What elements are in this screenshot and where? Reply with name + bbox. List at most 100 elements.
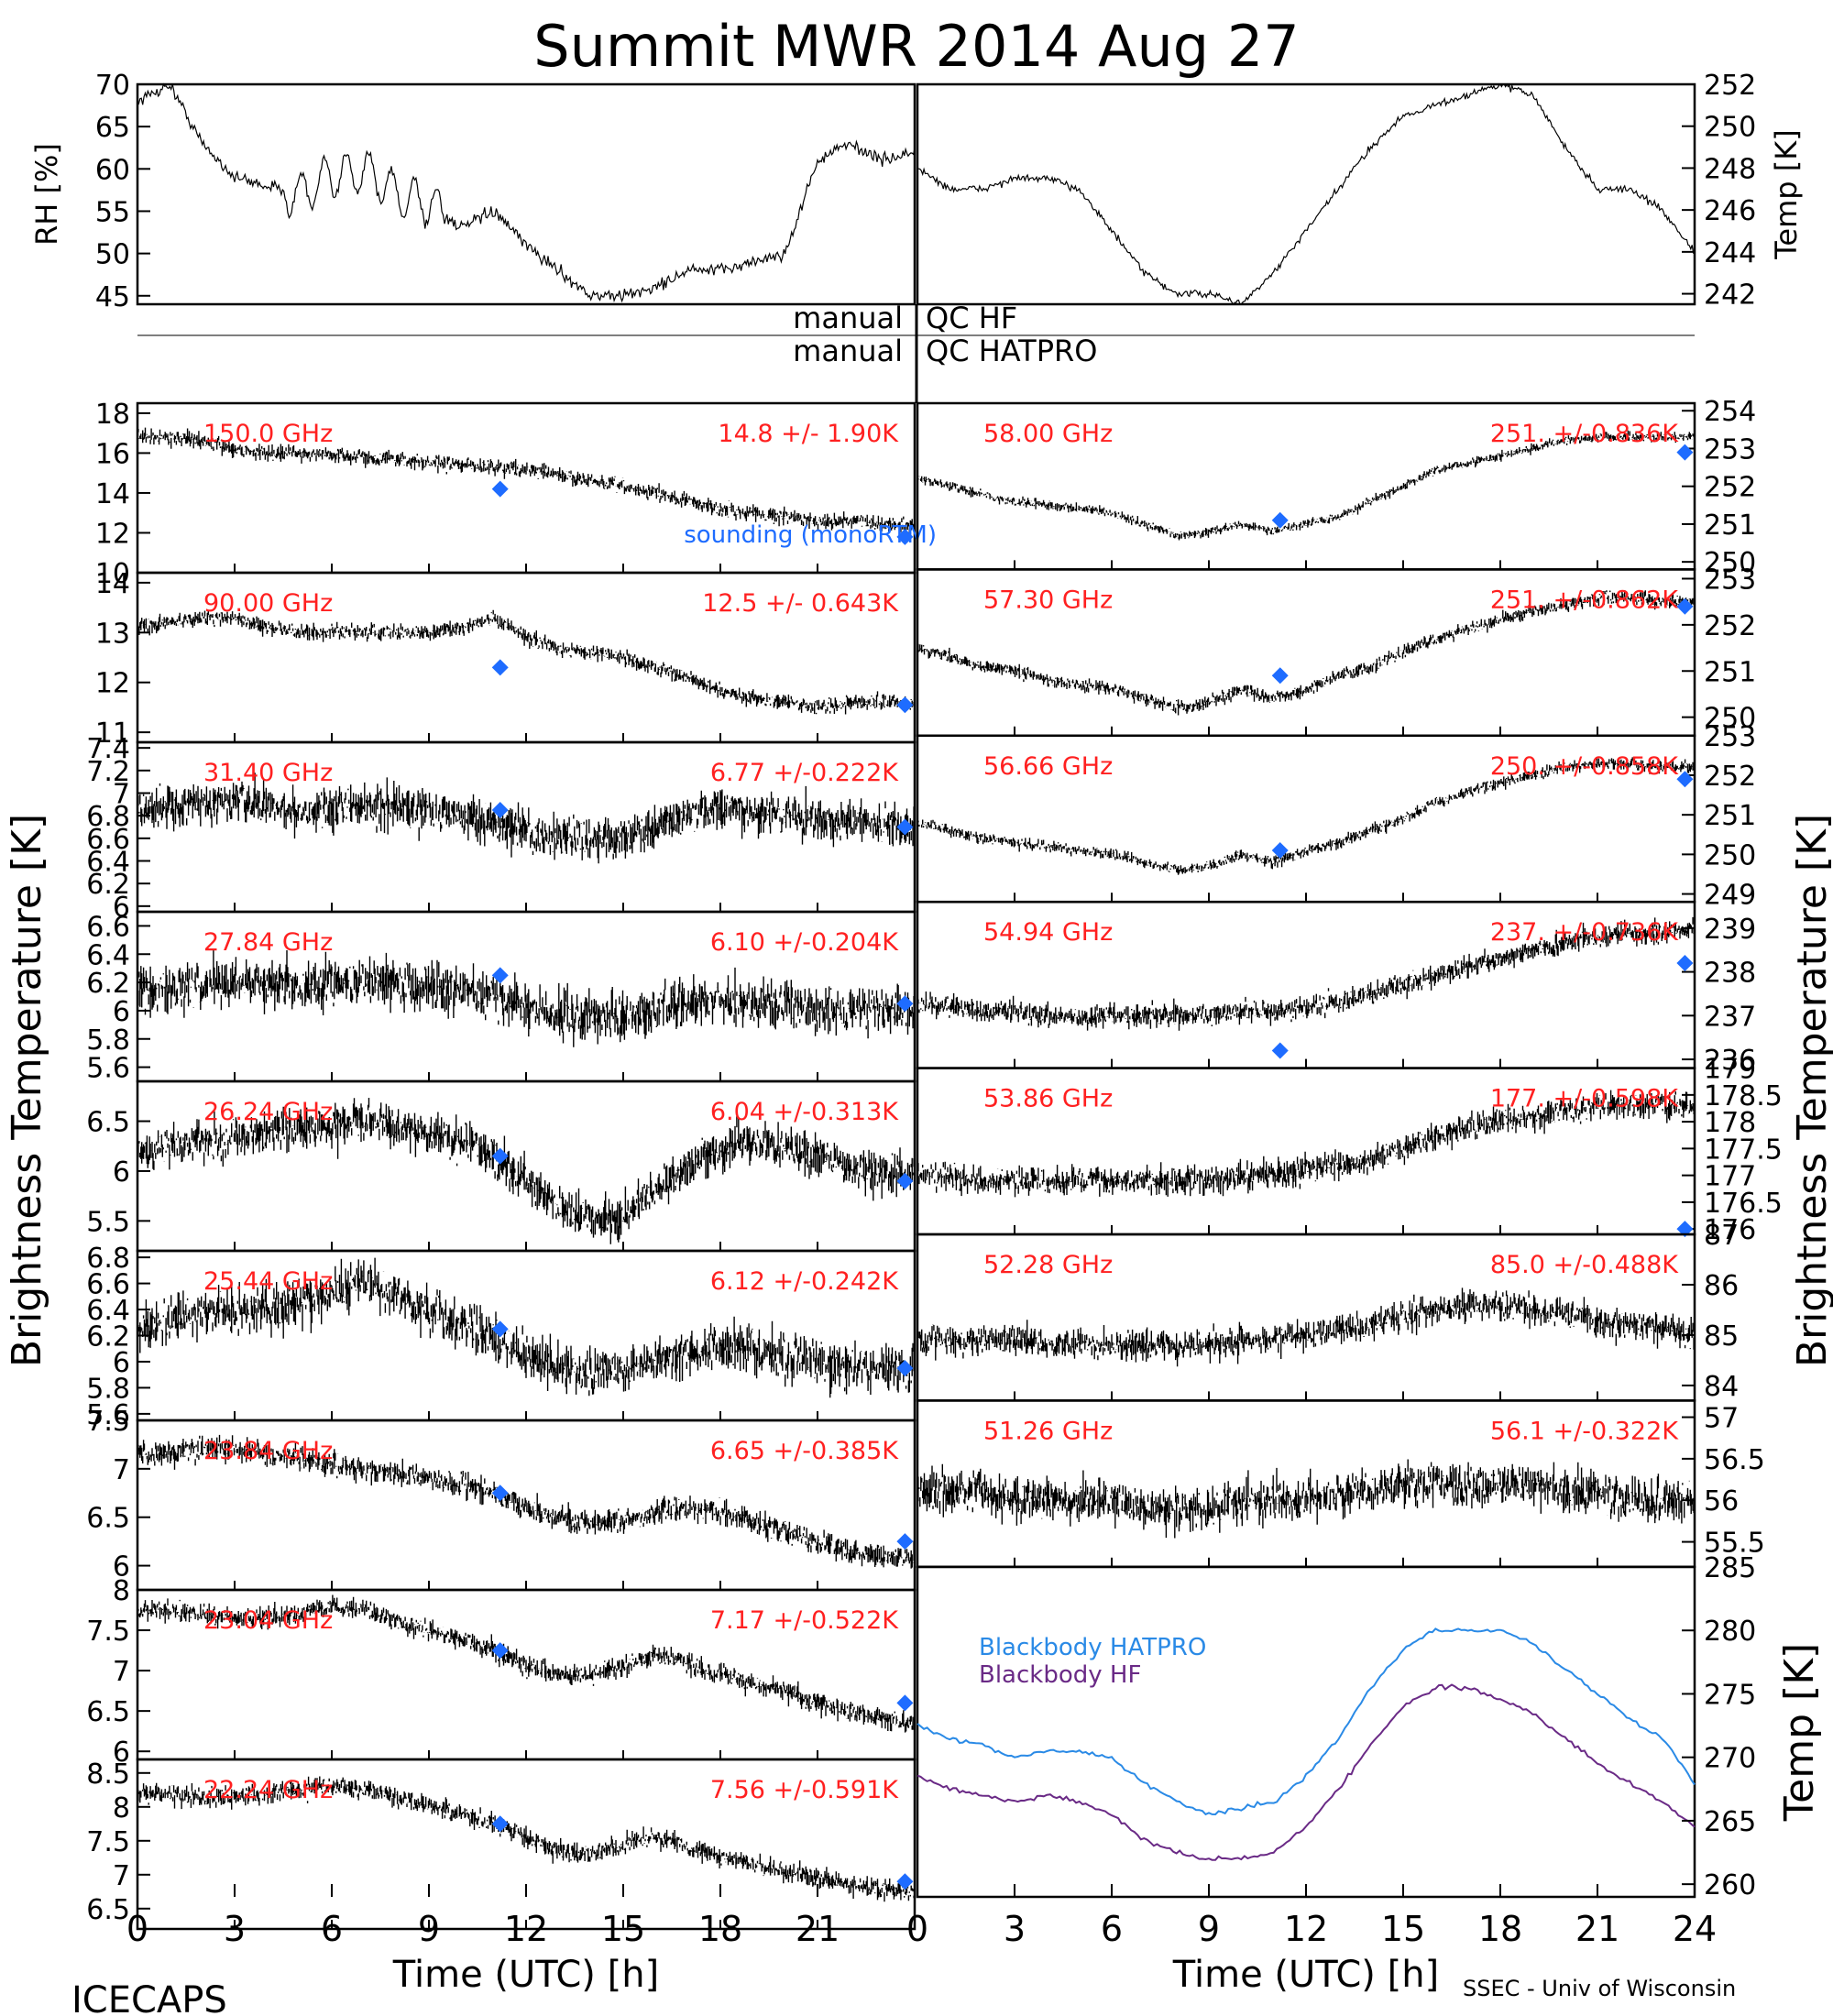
x-tick-label: 15: [1381, 1909, 1425, 1949]
y-tick-label: 178: [1704, 1107, 1756, 1139]
y-tick-label: 6.6: [86, 1269, 130, 1301]
qc-right-2: QC HATPRO: [926, 334, 1097, 368]
y-tick-label: 253: [1704, 721, 1756, 753]
y-tick-label: 18: [95, 399, 130, 431]
y-tick-label: 250: [1704, 703, 1756, 735]
sounding-marker: [1271, 511, 1289, 529]
y-tick-label: 179: [1704, 1054, 1756, 1086]
y-tick-label: 6.5: [86, 1894, 130, 1926]
y-tick-label: 6.2: [86, 869, 130, 901]
y-tick-label: 6: [113, 1347, 130, 1379]
sounding-marker: [491, 1642, 509, 1660]
y-tick-label: 7: [113, 1454, 130, 1486]
y-tick-label: 252: [1704, 761, 1756, 793]
data-trace: [916, 430, 1696, 541]
y-tick-label: 50: [95, 239, 130, 271]
y-tick-label: 275: [1704, 1679, 1756, 1711]
y-tick-label: 57: [1704, 1403, 1739, 1435]
channel-panel-25_44-GHz: 5.65.866.26.46.66.8 25.44 GHz 6.12 +/-0.24…: [86, 1243, 916, 1431]
x-tick-label: 0: [906, 1909, 928, 1949]
y-tick-label: 260: [1704, 1869, 1756, 1901]
legend-bb-hatpro: Blackbody HATPRO: [979, 1634, 1206, 1661]
frequency-label: 31.40 GHz: [203, 759, 333, 787]
y-tick-label: 177: [1704, 1161, 1756, 1193]
y-tick-label: 239: [1704, 914, 1756, 946]
stats-label: 6.04 +/-0.313K: [710, 1098, 899, 1126]
rh-plot-frame: [136, 82, 916, 306]
sounding-marker: [491, 1485, 509, 1502]
y-tick-label: 6.6: [86, 824, 130, 856]
sounding-legend: sounding (monoRTM): [684, 521, 937, 549]
stats-label: 177. +/-0.598K: [1490, 1085, 1679, 1113]
y-tick-label: 6: [113, 1156, 130, 1189]
frequency-label: 23.04 GHz: [203, 1606, 333, 1635]
y-tick-label: 87: [1704, 1220, 1739, 1252]
channel-panel-52_28-GHz: 84 85 86 87 52.28 GHz 85.0 +/-0.488K: [916, 1220, 1739, 1403]
stats-label: 7.17 +/-0.522K: [710, 1606, 899, 1635]
temp-axis-label: Temp [K]: [1769, 129, 1804, 259]
y-tick-label: 6.4: [86, 847, 130, 879]
y-tick-label: 250: [1704, 839, 1756, 871]
y-tick-label: 6.4: [86, 939, 130, 971]
sounding-marker: [896, 1873, 914, 1890]
y-tick-label: 70: [95, 70, 130, 102]
y-tick-label: 6.8: [86, 1243, 130, 1275]
frequency-label: 27.84 GHz: [203, 928, 333, 957]
x-tick-label: 21: [796, 1909, 840, 1949]
y-tick-label: 265: [1704, 1806, 1756, 1838]
sounding-marker: [896, 1172, 914, 1189]
stats-label: 6.12 +/-0.242K: [710, 1267, 899, 1296]
stats-label: 251. +/-0.836K: [1490, 420, 1679, 448]
left-y-axis-label: Brightness Temperature [K]: [4, 814, 50, 1367]
y-tick-label: 12: [95, 668, 130, 700]
y-tick-label: 248: [1704, 153, 1756, 185]
sounding-marker: [896, 528, 914, 545]
x-tick-label: 12: [1284, 1909, 1328, 1949]
data-trace: [137, 1776, 916, 1902]
series-line-temp: [916, 82, 1696, 305]
y-tick-label: 7.5: [86, 1406, 130, 1438]
y-tick-label: 270: [1704, 1743, 1756, 1775]
sounding-marker: [1271, 667, 1289, 685]
x-axis-label-right: Time (UTC) [h]: [1172, 1954, 1439, 1996]
y-tick-label: 56.5: [1704, 1444, 1765, 1476]
y-tick-label: 84: [1704, 1371, 1739, 1403]
frequency-label: 25.44 GHz: [203, 1267, 333, 1296]
legend-bb-hf: Blackbody HF: [979, 1661, 1141, 1689]
y-tick-label: 6.4: [86, 1295, 130, 1327]
y-tick-label: 10: [95, 558, 130, 590]
stats-label: 14.8 +/- 1.90K: [718, 420, 899, 448]
stats-label: 250. +/-0.858K: [1490, 752, 1679, 781]
channel-panel-56_66-GHz: 249 250 251 252 253 56.66 GHz 250. +/-0.858K: [916, 721, 1756, 912]
y-tick-label: 251: [1704, 800, 1756, 832]
y-tick-label: 6: [113, 1737, 130, 1769]
frequency-label: 150.0 GHz: [203, 420, 333, 448]
sounding-marker: [1676, 597, 1694, 615]
y-tick-label: 244: [1704, 237, 1756, 269]
y-tick-label: 55.5: [1704, 1528, 1765, 1560]
y-tick-label: 250: [1704, 112, 1756, 144]
x-tick-label: 6: [1101, 1909, 1123, 1949]
stats-label: 85.0 +/-0.488K: [1490, 1251, 1679, 1279]
channel-panel-22_24-GHz: 6.577.588.5 22.24 GHz 7.56 +/-0.591K: [86, 1758, 916, 1931]
data-trace: [137, 772, 916, 864]
data-trace: [137, 1434, 916, 1569]
series-line-rh: [137, 82, 916, 303]
data-trace: [916, 916, 1696, 1031]
channel-panel-90_00-GHz: 11 12 13 14 90.00 GHz 12.5 +/- 0.643K: [95, 568, 916, 750]
channel-panel-23_84-GHz: 6 6.5 7 7.5 23.84 GHz 6.65 +/-0.385K: [86, 1406, 916, 1592]
y-tick-label: 6.2: [86, 1321, 130, 1353]
qc-left-1: manual: [793, 301, 903, 335]
y-tick-label: 6.5: [86, 1503, 130, 1535]
x-tick-label: 9: [1198, 1909, 1220, 1949]
sounding-marker: [491, 967, 509, 984]
x-tick-label: 18: [698, 1909, 742, 1949]
stats-label: 56.1 +/-0.322K: [1490, 1417, 1679, 1445]
channel-panel-58_00-GHz: 250 251 252 253 254 58.00 GHz 251. +/-0.836K: [916, 396, 1756, 579]
y-tick-label: 7: [113, 779, 130, 811]
y-tick-label: 238: [1704, 958, 1756, 990]
data-trace: [916, 1287, 1696, 1367]
frequency-label: 26.24 GHz: [203, 1098, 333, 1126]
y-tick-label: 14: [95, 478, 130, 510]
